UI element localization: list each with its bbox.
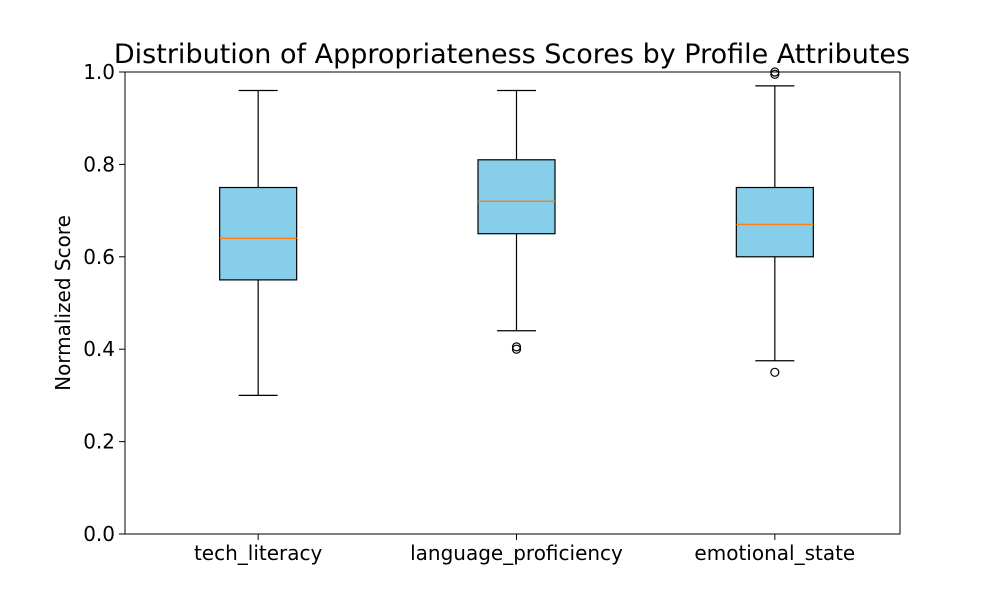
chart-title: Distribution of Appropriateness Scores b… [114, 39, 910, 70]
box-tech_literacy [219, 89, 298, 396]
plot-frame [124, 71, 901, 535]
y-tick-label: 0.8 [83, 152, 115, 176]
outlier-point [770, 69, 780, 79]
box-language_proficiency [477, 89, 556, 354]
outlier-point [770, 367, 780, 377]
plot-area: 0.0 0.2 0.4 0.6 0.8 1.0 tech_literacy language_… [83, 60, 901, 565]
x-tick-label: tech_literacy [194, 541, 323, 565]
x-tick-label: language_proficiency [410, 541, 623, 565]
box-emotional_state [735, 67, 814, 377]
outlier-point [770, 67, 780, 77]
y-tick-label: 0.2 [83, 430, 115, 454]
y-axis-label: Normalized Score [51, 215, 75, 391]
y-tick-label: 1.0 [83, 60, 115, 84]
outlier-point [511, 342, 522, 352]
y-tick-label: 0.0 [83, 522, 115, 546]
iqr-box [477, 159, 556, 235]
outlier-point [511, 344, 522, 354]
y-tick-label: 0.4 [83, 337, 115, 361]
y-tick-label: 0.6 [83, 245, 115, 269]
iqr-box [219, 186, 298, 281]
x-tick-label: emotional_state [694, 541, 855, 565]
iqr-box [735, 186, 814, 258]
